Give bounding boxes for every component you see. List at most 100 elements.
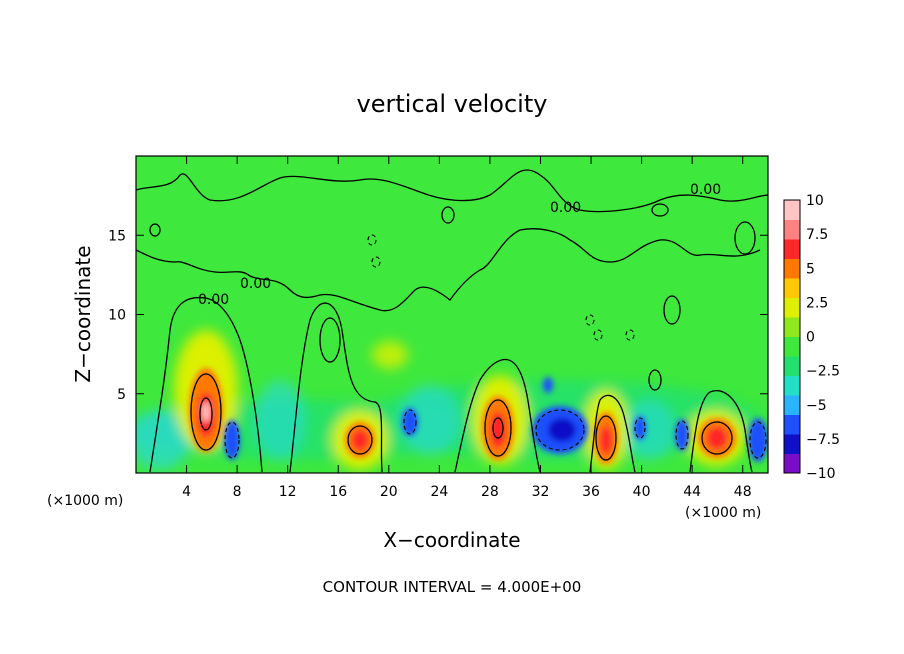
y-axis-label: Z−coordinate — [71, 245, 95, 382]
small-contour — [663, 295, 681, 325]
updraft-contour — [701, 421, 733, 455]
colorbar-tick-label: 10 — [806, 193, 824, 209]
downdraft-contour — [224, 421, 240, 459]
colorbar-swatch — [784, 297, 800, 318]
x-tick-label: 36 — [582, 484, 600, 500]
y-tick-label: 10 — [108, 308, 126, 324]
colorbar-swatch — [784, 414, 800, 435]
contour-label: 0.00 — [690, 182, 721, 198]
downdraft-core — [634, 416, 646, 440]
colorbar-swatch — [784, 239, 800, 259]
colorbar-tick-label: −5 — [806, 398, 827, 414]
cyan-patch — [625, 400, 675, 460]
zero-contour — [454, 359, 541, 473]
x-axis: 4 8 12 16 20 24 28 32 36 40 44 48 — [182, 156, 752, 500]
contour-label: 0.00 — [198, 292, 229, 308]
updraft-contour — [595, 415, 617, 461]
x-tick-label: 48 — [734, 484, 752, 500]
field-shading — [136, 330, 760, 470]
downdraft-contour — [675, 420, 689, 450]
x-tick-label: 16 — [329, 484, 347, 500]
x-tick-label: 4 — [182, 484, 191, 500]
updraft-contour — [199, 397, 213, 431]
downdraft-core — [543, 377, 553, 393]
updraft-contour — [492, 417, 504, 439]
updraft-core — [202, 402, 210, 422]
small-dashed-contour — [593, 329, 603, 341]
x-tick-label: 32 — [532, 484, 550, 500]
colorbar-frame — [783, 199, 801, 474]
colorbar-tick-label: 7.5 — [806, 227, 828, 243]
cyan-patch — [136, 410, 190, 470]
contour-label: 0.00 — [550, 200, 581, 216]
colorbar-tick-label: −10 — [806, 466, 836, 482]
x-tick-label: 8 — [233, 484, 242, 500]
contour-lines — [136, 169, 768, 473]
updraft-core — [352, 430, 368, 450]
small-dashed-contour — [371, 256, 381, 268]
contour-interval-note: CONTOUR INTERVAL = 4.000E+00 — [323, 578, 582, 596]
zero-contour — [149, 296, 263, 473]
colorbar: 10 7.5 5 2.5 0 −2.5 −5 −7.5 −10 — [783, 193, 840, 482]
x-tick-label: 24 — [430, 484, 448, 500]
y-axis: 5 10 15 — [108, 228, 768, 403]
small-contour — [319, 317, 341, 363]
cyan-patch — [400, 385, 460, 455]
zero-contour — [589, 394, 636, 473]
small-contour — [734, 221, 756, 255]
downdraft-core — [748, 418, 768, 462]
plot-area: 0.00 0.00 0.00 0.00 — [136, 156, 768, 473]
yellow-patch — [372, 341, 408, 369]
contour-label-group: 0.00 0.00 0.00 0.00 — [198, 182, 721, 308]
chart-title: vertical velocity — [357, 90, 548, 118]
colorbar-swatch — [784, 200, 800, 220]
downdraft-contour — [535, 409, 585, 451]
negative-contours — [224, 234, 767, 459]
downdraft-contour — [634, 417, 646, 439]
colorbar-swatch — [784, 258, 800, 279]
zero-contour — [136, 228, 761, 312]
small-dashed-contour — [625, 329, 635, 341]
updraft-core — [600, 426, 612, 454]
zero-contour — [689, 390, 753, 473]
zero-contour — [289, 302, 383, 473]
x-tick-label: 28 — [481, 484, 499, 500]
x-axis-label: X−coordinate — [383, 528, 520, 552]
small-dashed-contour — [585, 314, 595, 326]
colorbar-swatch — [784, 278, 800, 298]
colorbar-swatch — [784, 317, 800, 337]
x-tick-label: 40 — [633, 484, 651, 500]
small-contour — [441, 206, 455, 224]
colorbar-swatch — [784, 356, 800, 376]
x-tick-label: 20 — [380, 484, 398, 500]
downdraft-core — [548, 418, 576, 442]
colorbar-swatch — [784, 375, 800, 396]
y-tick-label: 15 — [108, 228, 126, 244]
colorbar-tick-label: 5 — [806, 261, 815, 277]
small-contour — [149, 223, 161, 237]
downdraft-contour — [749, 421, 767, 459]
y-tick-label: 5 — [117, 387, 126, 403]
updraft-contour — [190, 373, 222, 451]
colorbar-swatch — [784, 434, 800, 454]
small-dashed-contour — [367, 234, 377, 246]
downdraft-contour — [403, 409, 417, 435]
colorbar-swatch — [784, 336, 800, 357]
updraft-core — [707, 427, 727, 449]
colorbar-tick-label: 2.5 — [806, 295, 828, 311]
small-contour — [648, 369, 662, 391]
x-unit-right: (×1000 m) — [685, 505, 761, 521]
x-tick-label: 12 — [279, 484, 297, 500]
field-cores — [189, 368, 768, 464]
downdraft-core — [402, 408, 418, 436]
cyan-patch — [255, 380, 305, 460]
colorbar-tick-label: 0 — [806, 330, 815, 346]
colorbar-swatch — [784, 395, 800, 415]
updraft-contour — [347, 425, 373, 455]
colorbar-swatch — [784, 219, 800, 240]
zero-contour — [136, 169, 768, 213]
downdraft-core — [675, 419, 689, 451]
x-unit-left: (×1000 m) — [47, 493, 123, 509]
small-contour — [651, 203, 669, 217]
